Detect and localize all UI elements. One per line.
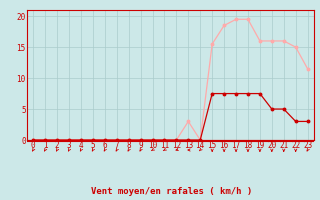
Text: Vent moyen/en rafales ( km/h ): Vent moyen/en rafales ( km/h ) — [91, 187, 252, 196]
